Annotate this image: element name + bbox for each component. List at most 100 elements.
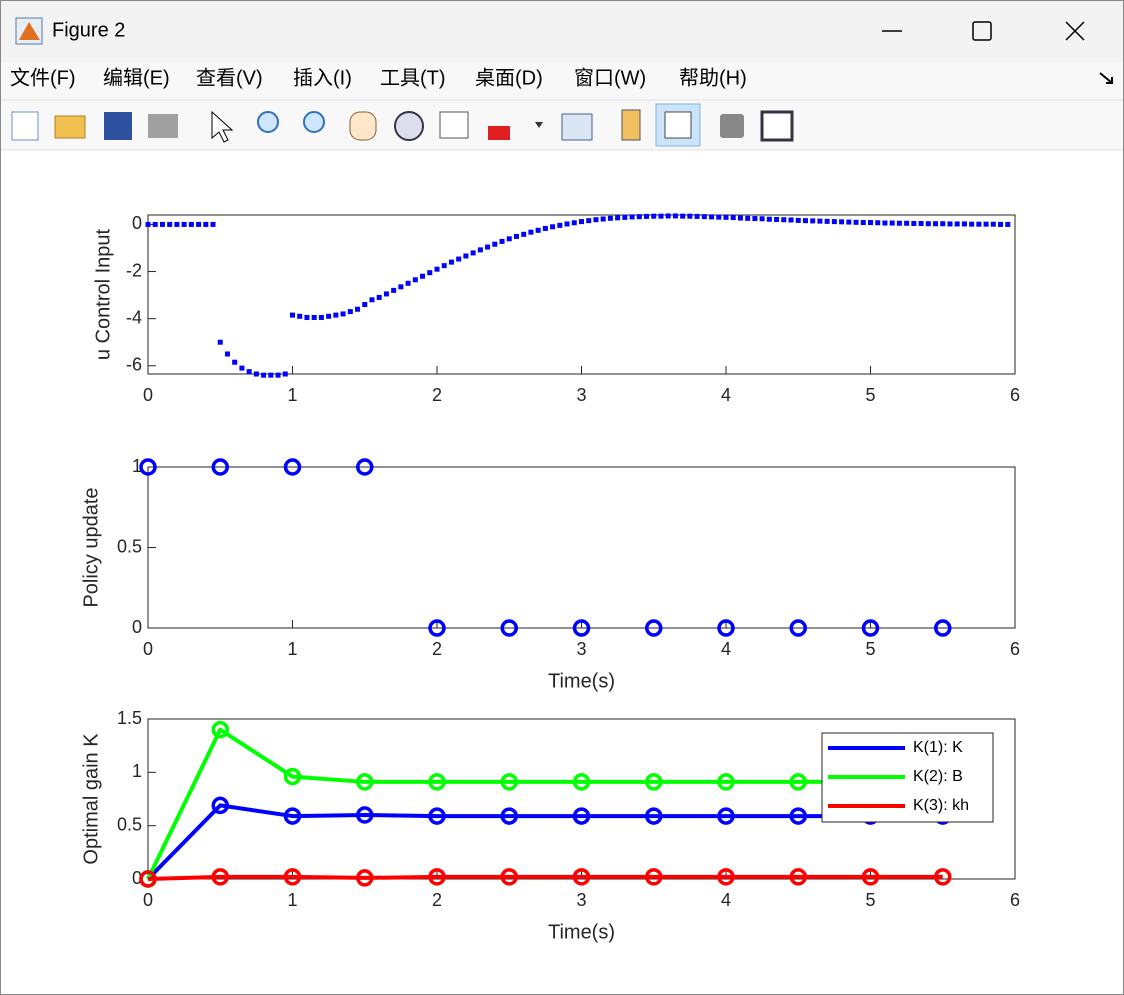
point: [701, 214, 707, 220]
legend-icon[interactable]: [664, 111, 692, 139]
dock-button[interactable]: [1099, 72, 1113, 84]
point: [477, 247, 483, 253]
toolbar-icons: [11, 103, 794, 147]
point: [839, 219, 845, 225]
point: [420, 273, 426, 279]
axes-box: [147, 214, 1016, 375]
menu-item[interactable]: 工具(T): [380, 67, 446, 89]
x-tick-label: 6: [1010, 639, 1020, 659]
point: [861, 868, 880, 886]
y-tick-label: -6: [126, 355, 142, 375]
legend-label: K(2): B: [913, 768, 963, 785]
point: [145, 221, 151, 227]
colorbar-icon[interactable]: [621, 109, 641, 141]
point: [428, 773, 446, 791]
link-icon[interactable]: [561, 113, 593, 141]
maximize-button[interactable]: [972, 21, 992, 41]
pointer-icon[interactable]: [211, 110, 234, 143]
point: [500, 807, 518, 825]
point: [492, 241, 498, 247]
x-tick-label: 2: [432, 385, 442, 405]
point: [716, 214, 722, 220]
point: [152, 221, 158, 227]
menu-item[interactable]: 窗口(W): [574, 66, 646, 89]
point: [795, 217, 801, 223]
x-tick-label: 2: [432, 639, 442, 659]
menu-item[interactable]: 桌面(D): [475, 66, 543, 89]
dock-figure-icon[interactable]: [760, 110, 794, 142]
point: [333, 312, 339, 318]
open-icon[interactable]: [54, 115, 86, 139]
x-tick-label: 4: [721, 385, 731, 405]
y-tick-label: 1: [132, 456, 142, 476]
close-button[interactable]: [1065, 21, 1085, 41]
point: [283, 868, 302, 886]
legend-label: K(3): kh: [913, 797, 969, 814]
point: [500, 619, 518, 637]
datatip-icon[interactable]: [439, 111, 469, 139]
y-tick-label: 0: [132, 617, 142, 637]
point: [506, 236, 512, 242]
point: [500, 868, 518, 886]
point: [398, 284, 404, 290]
title-bar: [0, 0, 1124, 62]
point: [412, 277, 418, 283]
point: [211, 796, 229, 815]
point: [789, 807, 807, 825]
point: [139, 870, 157, 888]
point: [789, 868, 807, 886]
y-tick-label: 0.5: [117, 536, 142, 556]
x-tick-label: 0: [143, 385, 153, 405]
point: [383, 291, 389, 297]
point: [730, 215, 736, 221]
point: [723, 214, 729, 220]
zoom-out-icon[interactable]: [303, 111, 325, 133]
point: [629, 214, 635, 220]
point: [253, 371, 259, 377]
point: [210, 221, 216, 227]
menu-item[interactable]: 帮助(H): [679, 66, 747, 89]
point: [645, 619, 663, 637]
point: [934, 619, 952, 637]
point: [579, 219, 584, 225]
print-icon[interactable]: [148, 114, 178, 138]
point: [391, 287, 397, 293]
menu-item[interactable]: 插入(I): [293, 66, 352, 89]
point: [752, 216, 758, 222]
point: [528, 229, 534, 235]
point: [275, 372, 281, 378]
point: [470, 250, 476, 256]
point: [571, 220, 577, 226]
x-tick-label: 1: [287, 639, 297, 659]
brush-menu[interactable]: [535, 122, 543, 128]
save-icon[interactable]: [104, 112, 132, 140]
rotate-icon[interactable]: [394, 111, 424, 141]
menu-item[interactable]: 查看(V): [196, 66, 263, 89]
point: [737, 215, 743, 221]
point: [680, 213, 686, 219]
point: [925, 221, 931, 227]
point: [347, 309, 353, 315]
hide-tools-icon[interactable]: [720, 114, 744, 138]
series-line: [146, 803, 943, 881]
point: [356, 458, 374, 476]
point: [789, 619, 807, 637]
menu-item[interactable]: 编辑(E): [103, 66, 170, 89]
brush-icon[interactable]: [488, 126, 510, 140]
point: [817, 218, 823, 224]
point: [485, 244, 491, 250]
point: [861, 619, 880, 637]
point: [456, 256, 462, 262]
new-icon[interactable]: [11, 111, 39, 141]
point: [940, 221, 946, 227]
zoom-in-icon[interactable]: [257, 111, 279, 133]
point: [774, 216, 780, 222]
point: [203, 221, 209, 227]
menu-item[interactable]: 文件(F): [10, 66, 76, 89]
point: [572, 868, 591, 886]
pan-icon[interactable]: [349, 111, 377, 141]
point: [1005, 221, 1011, 227]
point: [745, 215, 751, 221]
point: [759, 216, 765, 222]
